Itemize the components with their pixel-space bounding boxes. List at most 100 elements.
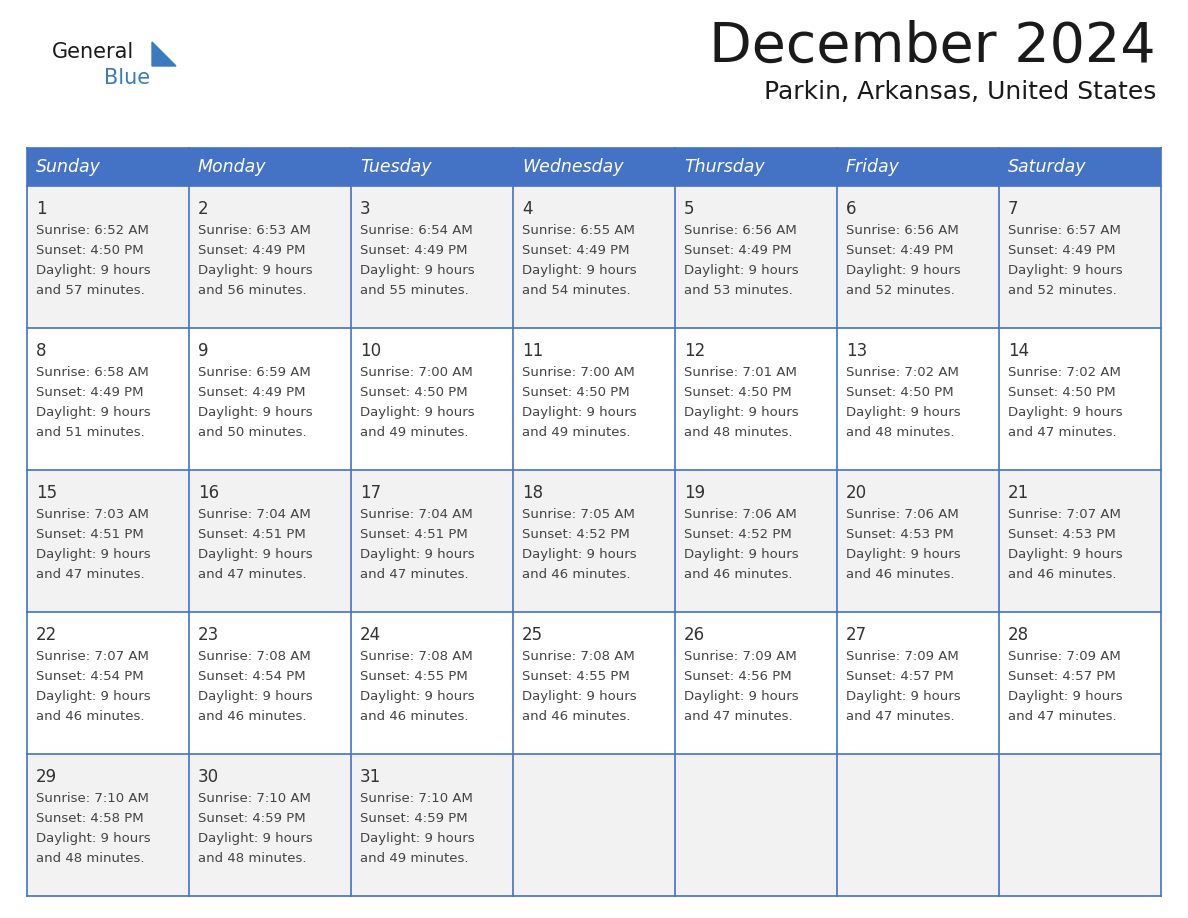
Text: and 47 minutes.: and 47 minutes. xyxy=(684,710,792,723)
Text: Daylight: 9 hours: Daylight: 9 hours xyxy=(1007,264,1123,277)
Text: 25: 25 xyxy=(522,626,543,644)
Text: 13: 13 xyxy=(846,342,867,360)
Text: 8: 8 xyxy=(36,342,46,360)
Text: 6: 6 xyxy=(846,200,857,218)
Text: Sunrise: 7:03 AM: Sunrise: 7:03 AM xyxy=(36,508,148,521)
Text: 4: 4 xyxy=(522,200,532,218)
Text: Daylight: 9 hours: Daylight: 9 hours xyxy=(1007,690,1123,703)
Text: Sunset: 4:50 PM: Sunset: 4:50 PM xyxy=(522,386,630,399)
Text: Daylight: 9 hours: Daylight: 9 hours xyxy=(684,264,798,277)
Text: and 46 minutes.: and 46 minutes. xyxy=(36,710,145,723)
Text: and 55 minutes.: and 55 minutes. xyxy=(360,284,469,297)
Text: Sunrise: 7:06 AM: Sunrise: 7:06 AM xyxy=(846,508,959,521)
Text: Sunrise: 6:56 AM: Sunrise: 6:56 AM xyxy=(846,224,959,237)
Text: and 47 minutes.: and 47 minutes. xyxy=(846,710,955,723)
Bar xyxy=(999,328,1161,470)
Text: Sunrise: 7:02 AM: Sunrise: 7:02 AM xyxy=(1007,366,1120,379)
Text: Daylight: 9 hours: Daylight: 9 hours xyxy=(522,264,637,277)
Text: Sunset: 4:54 PM: Sunset: 4:54 PM xyxy=(198,670,305,683)
Text: Daylight: 9 hours: Daylight: 9 hours xyxy=(360,264,475,277)
Text: and 49 minutes.: and 49 minutes. xyxy=(360,426,468,439)
Text: 30: 30 xyxy=(198,768,219,786)
Text: and 48 minutes.: and 48 minutes. xyxy=(36,852,145,865)
Text: Tuesday: Tuesday xyxy=(360,158,431,176)
Text: 19: 19 xyxy=(684,484,706,502)
Bar xyxy=(838,754,999,896)
Text: Daylight: 9 hours: Daylight: 9 hours xyxy=(684,406,798,419)
Text: Parkin, Arkansas, United States: Parkin, Arkansas, United States xyxy=(764,80,1156,104)
Text: 14: 14 xyxy=(1007,342,1029,360)
Text: and 47 minutes.: and 47 minutes. xyxy=(1007,710,1117,723)
Text: Sunset: 4:49 PM: Sunset: 4:49 PM xyxy=(846,244,954,257)
Bar xyxy=(999,754,1161,896)
Text: Saturday: Saturday xyxy=(1007,158,1087,176)
Bar xyxy=(350,754,513,896)
Text: Daylight: 9 hours: Daylight: 9 hours xyxy=(36,548,151,561)
Text: Daylight: 9 hours: Daylight: 9 hours xyxy=(198,406,312,419)
Text: Sunrise: 6:53 AM: Sunrise: 6:53 AM xyxy=(198,224,311,237)
Text: Sunset: 4:57 PM: Sunset: 4:57 PM xyxy=(846,670,954,683)
Text: 7: 7 xyxy=(1007,200,1018,218)
Bar xyxy=(675,148,838,186)
Bar xyxy=(838,612,999,754)
Text: Daylight: 9 hours: Daylight: 9 hours xyxy=(846,690,961,703)
Text: 28: 28 xyxy=(1007,626,1029,644)
Text: Sunrise: 7:00 AM: Sunrise: 7:00 AM xyxy=(522,366,634,379)
Text: Daylight: 9 hours: Daylight: 9 hours xyxy=(846,406,961,419)
Text: 23: 23 xyxy=(198,626,220,644)
Bar xyxy=(189,754,350,896)
Text: Sunrise: 6:57 AM: Sunrise: 6:57 AM xyxy=(1007,224,1120,237)
Text: and 48 minutes.: and 48 minutes. xyxy=(198,852,307,865)
Bar xyxy=(838,470,999,612)
Bar xyxy=(189,612,350,754)
Text: 27: 27 xyxy=(846,626,867,644)
Text: Daylight: 9 hours: Daylight: 9 hours xyxy=(198,690,312,703)
Bar xyxy=(675,612,838,754)
Text: Sunrise: 6:56 AM: Sunrise: 6:56 AM xyxy=(684,224,797,237)
Text: Sunset: 4:53 PM: Sunset: 4:53 PM xyxy=(1007,528,1116,541)
Text: Daylight: 9 hours: Daylight: 9 hours xyxy=(1007,548,1123,561)
Text: 29: 29 xyxy=(36,768,57,786)
Bar xyxy=(350,328,513,470)
Bar xyxy=(350,612,513,754)
Text: and 57 minutes.: and 57 minutes. xyxy=(36,284,145,297)
Text: Daylight: 9 hours: Daylight: 9 hours xyxy=(36,690,151,703)
Text: and 47 minutes.: and 47 minutes. xyxy=(36,568,145,581)
Text: and 47 minutes.: and 47 minutes. xyxy=(1007,426,1117,439)
Text: 20: 20 xyxy=(846,484,867,502)
Text: Sunset: 4:59 PM: Sunset: 4:59 PM xyxy=(198,812,305,825)
Text: and 47 minutes.: and 47 minutes. xyxy=(360,568,468,581)
Text: and 46 minutes.: and 46 minutes. xyxy=(846,568,954,581)
Text: 31: 31 xyxy=(360,768,381,786)
Bar xyxy=(513,328,675,470)
Text: Daylight: 9 hours: Daylight: 9 hours xyxy=(198,832,312,845)
Bar xyxy=(189,186,350,328)
Text: 24: 24 xyxy=(360,626,381,644)
Text: Sunset: 4:55 PM: Sunset: 4:55 PM xyxy=(360,670,468,683)
Text: Daylight: 9 hours: Daylight: 9 hours xyxy=(198,548,312,561)
Text: Sunset: 4:52 PM: Sunset: 4:52 PM xyxy=(522,528,630,541)
Text: Sunrise: 7:04 AM: Sunrise: 7:04 AM xyxy=(360,508,473,521)
Text: 12: 12 xyxy=(684,342,706,360)
Text: and 49 minutes.: and 49 minutes. xyxy=(360,852,468,865)
Text: Sunrise: 7:07 AM: Sunrise: 7:07 AM xyxy=(36,650,148,663)
Text: Daylight: 9 hours: Daylight: 9 hours xyxy=(360,548,475,561)
Text: Sunrise: 7:09 AM: Sunrise: 7:09 AM xyxy=(684,650,797,663)
Bar xyxy=(675,186,838,328)
Text: Sunset: 4:50 PM: Sunset: 4:50 PM xyxy=(360,386,468,399)
Text: Sunrise: 7:07 AM: Sunrise: 7:07 AM xyxy=(1007,508,1120,521)
Bar xyxy=(513,186,675,328)
Text: 17: 17 xyxy=(360,484,381,502)
Text: Sunrise: 7:02 AM: Sunrise: 7:02 AM xyxy=(846,366,959,379)
Text: and 46 minutes.: and 46 minutes. xyxy=(360,710,468,723)
Text: Sunset: 4:58 PM: Sunset: 4:58 PM xyxy=(36,812,144,825)
Text: and 46 minutes.: and 46 minutes. xyxy=(684,568,792,581)
Text: Daylight: 9 hours: Daylight: 9 hours xyxy=(36,832,151,845)
Text: Wednesday: Wednesday xyxy=(522,158,624,176)
Text: Daylight: 9 hours: Daylight: 9 hours xyxy=(522,690,637,703)
Bar xyxy=(999,612,1161,754)
Text: Sunset: 4:53 PM: Sunset: 4:53 PM xyxy=(846,528,954,541)
Text: Thursday: Thursday xyxy=(684,158,765,176)
Bar xyxy=(999,148,1161,186)
Text: Sunset: 4:54 PM: Sunset: 4:54 PM xyxy=(36,670,144,683)
